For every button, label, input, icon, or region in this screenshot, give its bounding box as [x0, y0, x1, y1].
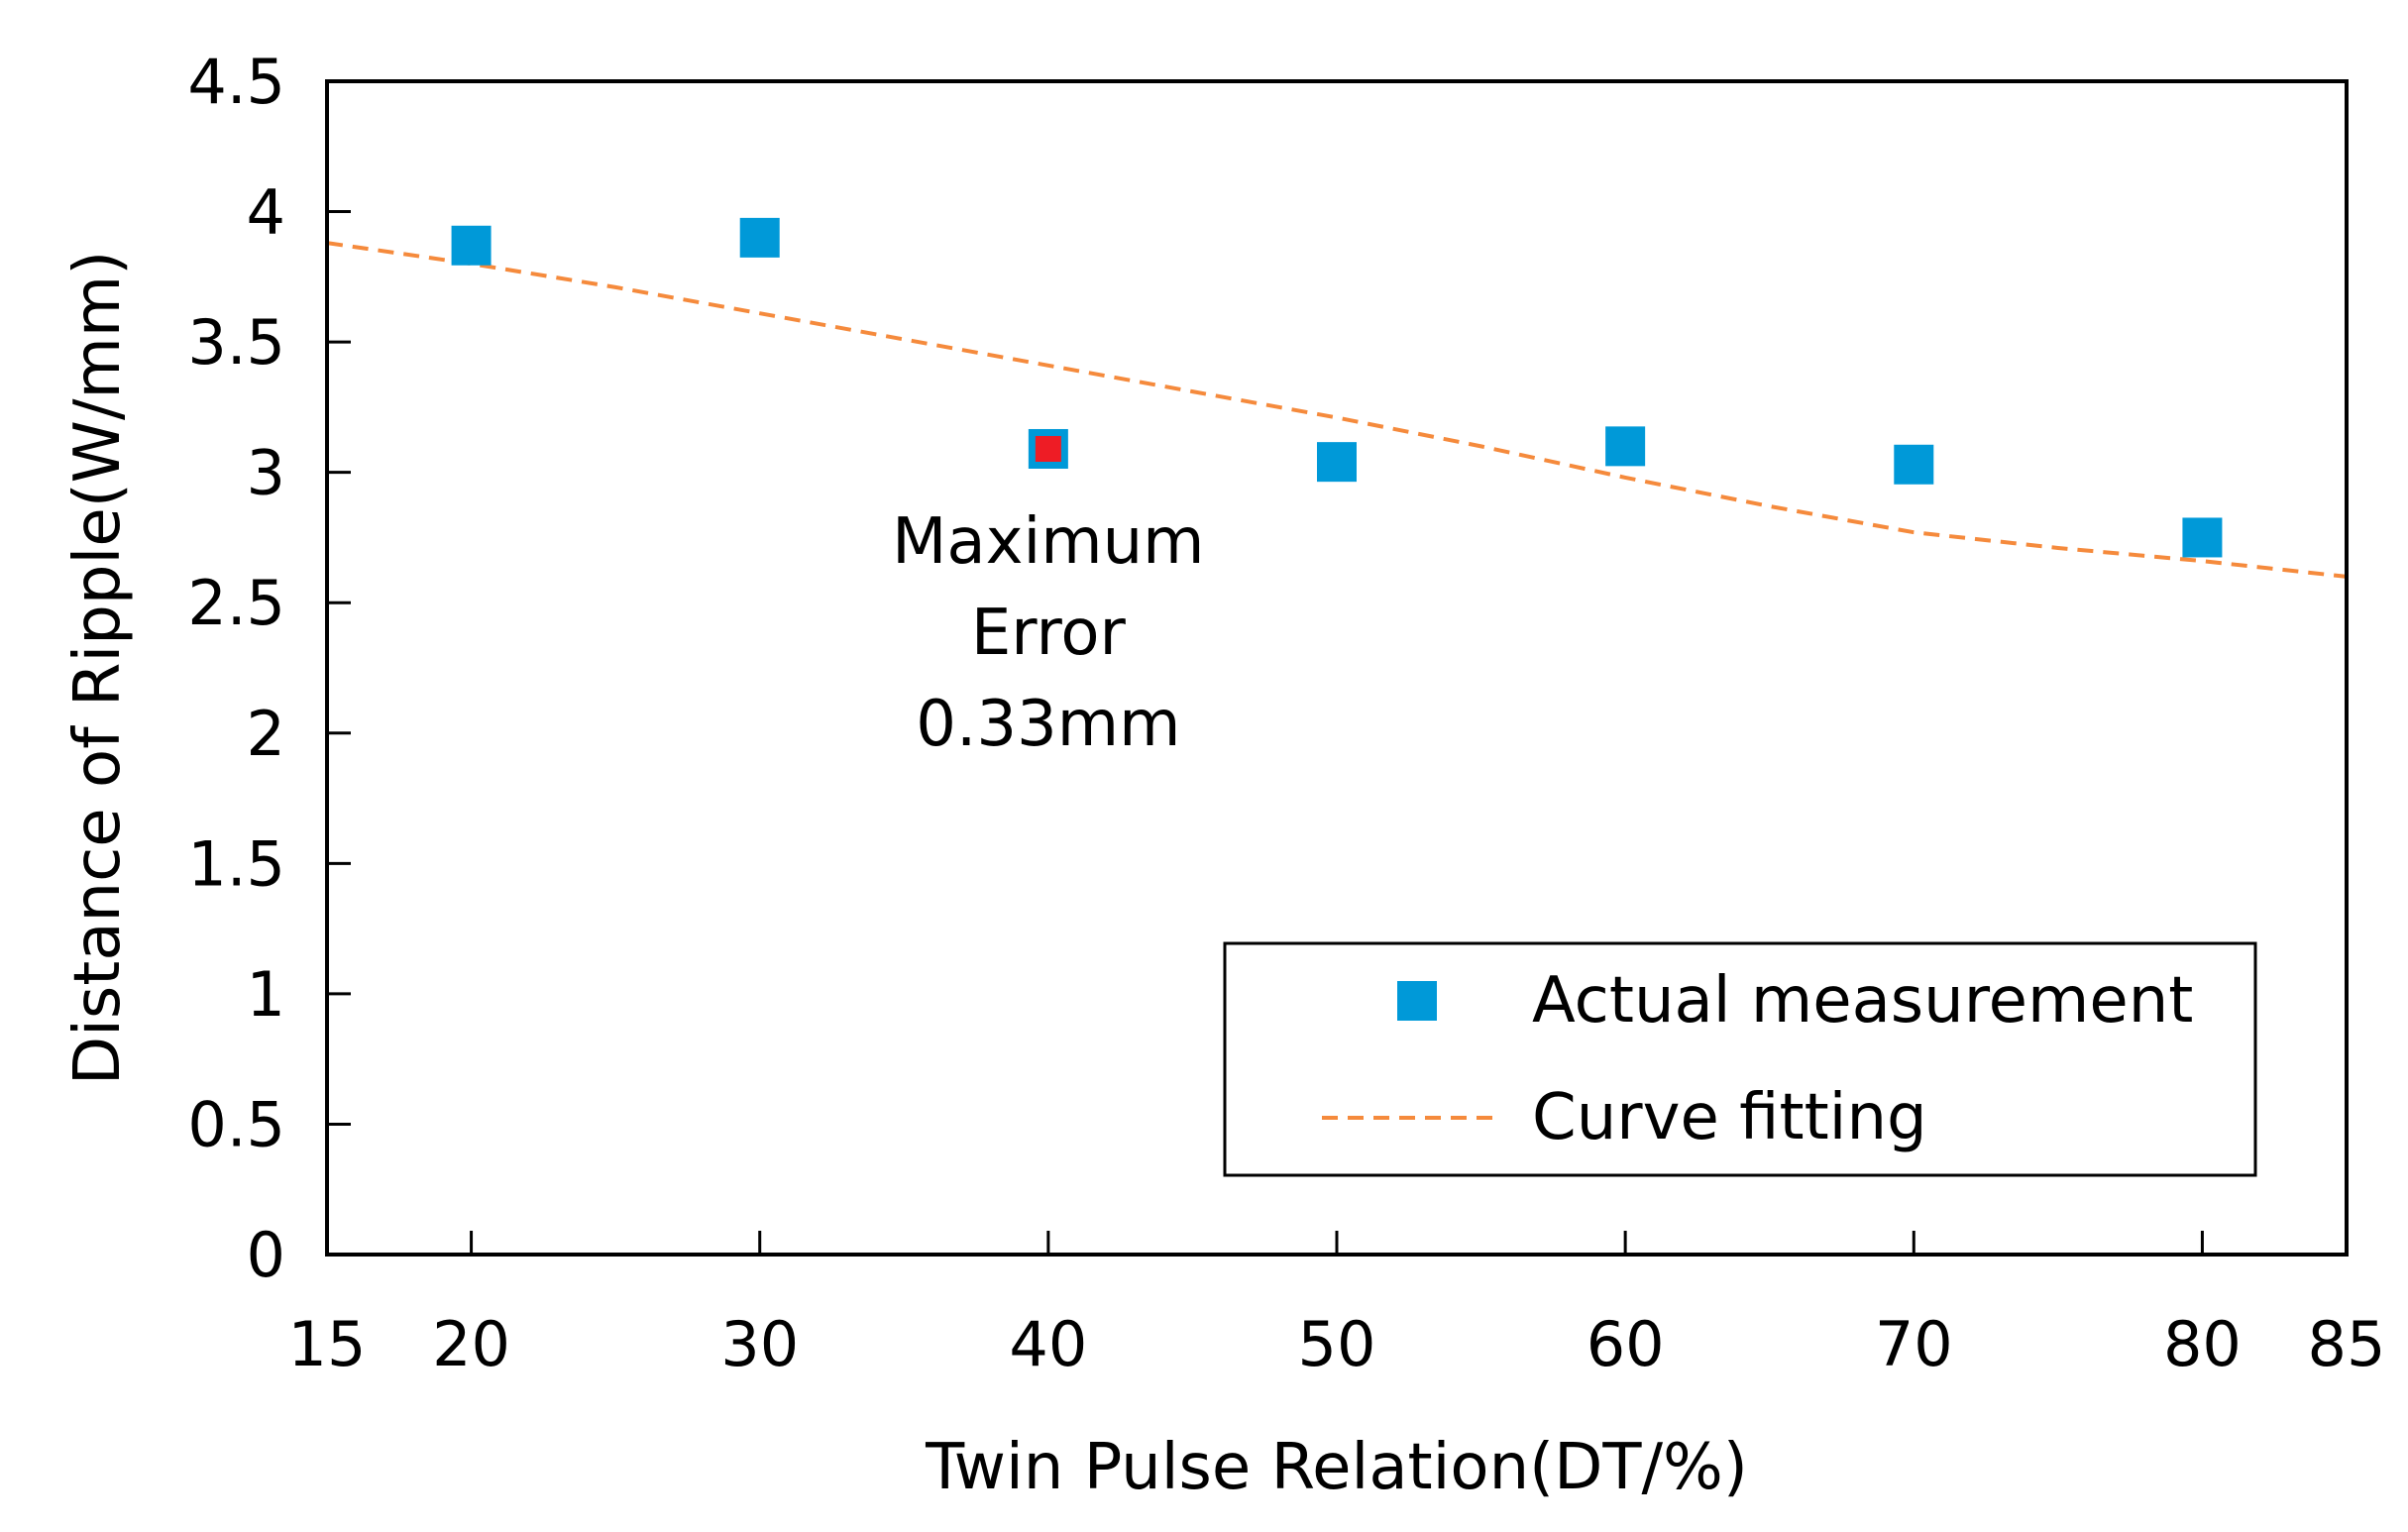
- y-axis-title: Distance of Ripple(W/mm): [61, 251, 135, 1085]
- legend-marker-actual-measurement: [1397, 981, 1437, 1021]
- y-tick-label: 2: [247, 698, 285, 770]
- y-tick-label: 3.5: [187, 306, 285, 379]
- max-error-point: [1035, 435, 1061, 462]
- max-error-annotation: Maximum Error 0.33mm: [892, 505, 1204, 761]
- x-axis-ticks: 15 20 30 40 50 60 70 80 85: [288, 1231, 2386, 1380]
- legend-box: [1223, 941, 2257, 1177]
- actual-measurement-point: [2182, 517, 2223, 558]
- x-tick-label: 85: [2308, 1308, 2386, 1380]
- series-layer: [326, 217, 2348, 579]
- y-tick-label: 1: [247, 958, 285, 1031]
- x-axis-title: Twin Pulse Relation(DT/%): [925, 1431, 1748, 1504]
- x-tick-label: 50: [1298, 1308, 1376, 1380]
- y-tick-label: 2.5: [187, 567, 285, 639]
- legend-label-actual-measurement: Actual measurement: [1532, 964, 2193, 1038]
- y-tick-label: 3: [247, 437, 285, 509]
- x-tick-label: 30: [720, 1308, 799, 1380]
- actual-measurement-point: [1317, 442, 1357, 483]
- annotation-line: Maximum: [892, 505, 1204, 579]
- x-tick-label: 60: [1587, 1308, 1665, 1380]
- y-axis-ticks: 0 0.5 1 1.5 2 2.5 3 3.5 4 4.5: [187, 46, 351, 1291]
- x-tick-label: 70: [1875, 1308, 1953, 1380]
- y-tick-label: 1.5: [187, 827, 285, 900]
- plot-area-frame: [325, 79, 2349, 1257]
- annotation-line: Error: [971, 597, 1127, 670]
- legend: Actual measurement Curve fitting: [1223, 941, 2257, 1177]
- x-tick-label: 80: [2163, 1308, 2242, 1380]
- x-tick-label: 40: [1009, 1308, 1087, 1380]
- annotation-line: 0.33mm: [916, 688, 1180, 761]
- y-tick-label: 0: [247, 1219, 285, 1291]
- actual-measurement-point: [1894, 444, 1934, 485]
- actual-measurement-point: [739, 217, 780, 258]
- x-tick-label: 20: [432, 1308, 510, 1380]
- x-tick-label: 15: [288, 1308, 367, 1380]
- y-tick-label: 4.5: [187, 46, 285, 118]
- y-tick-label: 0.5: [187, 1088, 285, 1160]
- actual-measurement-point: [1605, 426, 1646, 467]
- legend-label-curve-fitting: Curve fitting: [1532, 1081, 1927, 1154]
- actual-measurement-point: [451, 225, 492, 266]
- y-tick-label: 4: [247, 176, 285, 249]
- curve-fitting-line: [326, 241, 2348, 579]
